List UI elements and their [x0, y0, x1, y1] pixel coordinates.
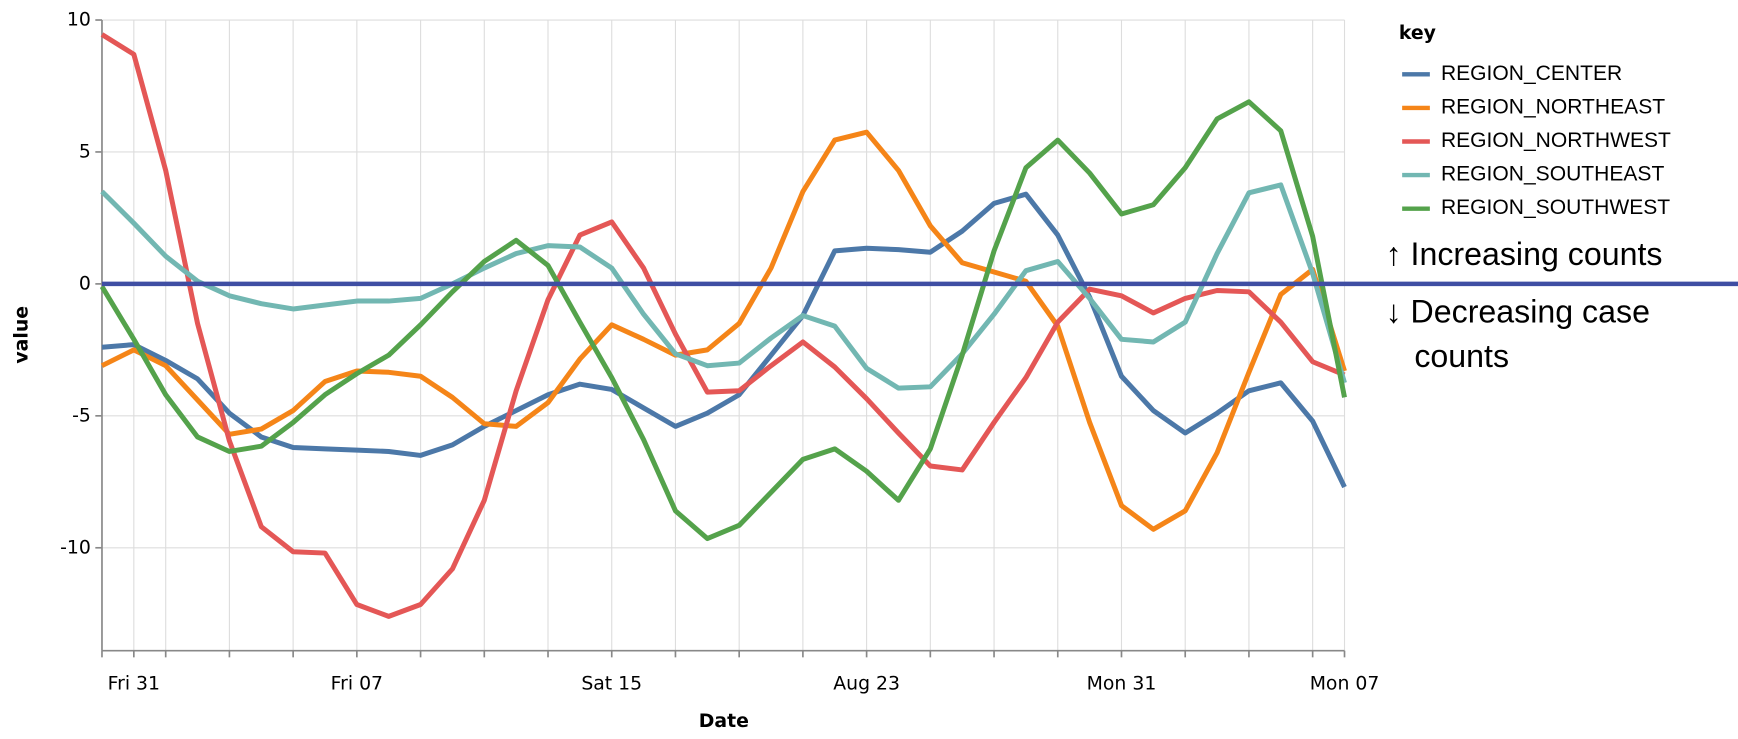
legend-label: REGION_NORTHEAST — [1441, 95, 1665, 118]
annotation-box: ↑ Increasing counts — [1385, 237, 1663, 273]
y-tick-label: 5 — [79, 141, 91, 162]
series-line — [100, 32, 1346, 619]
x-tick-label: Mon 31 — [1087, 673, 1157, 694]
y-tick-label: 10 — [67, 10, 91, 31]
legend-label: REGION_SOUTHWEST — [1441, 196, 1670, 219]
y-tick-label: -5 — [72, 405, 91, 426]
y-tick-label: 0 — [79, 273, 91, 294]
x-tick-label: Aug 23 — [833, 673, 900, 694]
x-tick-label: Sat 15 — [581, 673, 642, 694]
y-axis-title: value — [12, 306, 33, 364]
x-tick-label: Mon 07 — [1310, 673, 1380, 694]
x-tick-label: Fri 07 — [331, 673, 383, 694]
y-tick-label: -10 — [60, 537, 91, 558]
legend-label: REGION_CENTER — [1441, 62, 1622, 85]
annotation: ↓ Decreasing case counts — [1385, 294, 1650, 375]
series-line — [100, 182, 1347, 391]
x-axis-title: Date — [699, 711, 749, 732]
x-tick-label: Fri 31 — [108, 673, 160, 694]
annotation: ↑ Increasing counts — [1385, 237, 1663, 273]
legend-label: REGION_NORTHWEST — [1441, 129, 1671, 152]
legend-title: key — [1399, 23, 1436, 44]
series-line — [99, 99, 1347, 542]
annotation-box: ↓ Decreasing case counts — [1385, 294, 1650, 375]
series-line — [101, 191, 1347, 489]
series-line — [100, 129, 1347, 532]
legend-label: REGION_SOUTHEAST — [1441, 163, 1665, 186]
